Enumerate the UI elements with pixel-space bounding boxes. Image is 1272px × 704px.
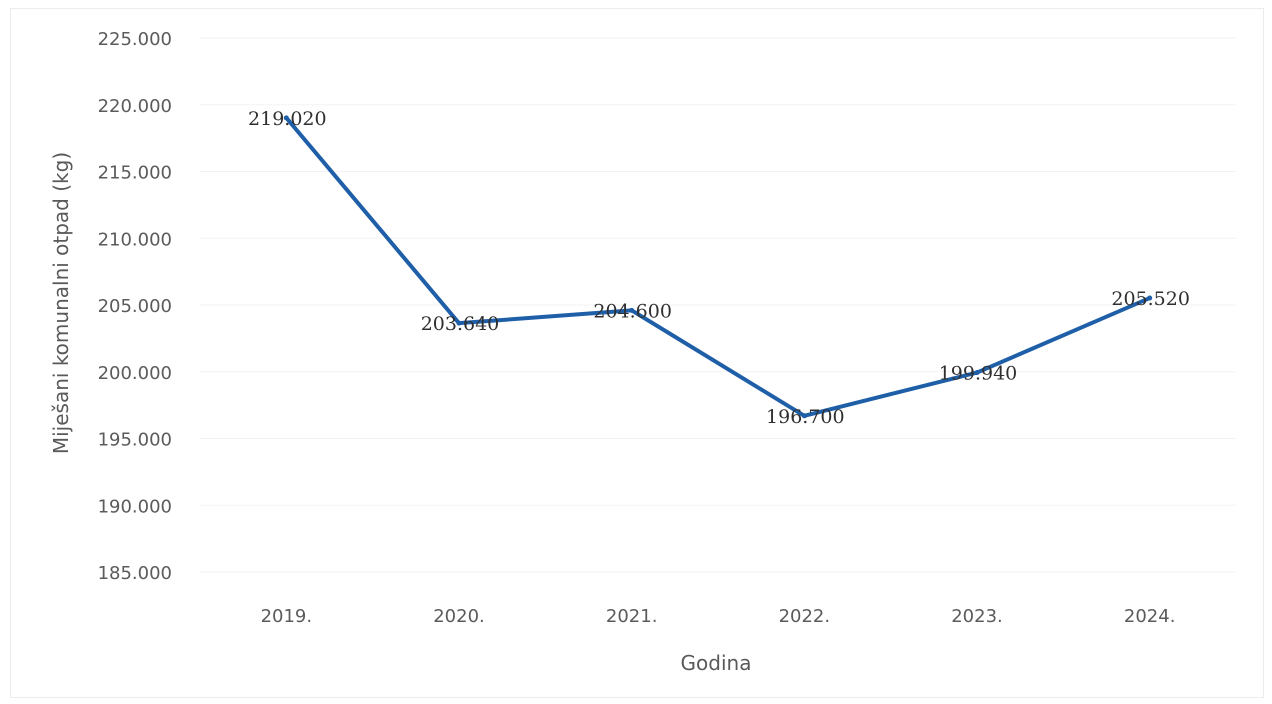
gridlines <box>200 37 1236 573</box>
data-point <box>629 307 635 313</box>
data-label: 203.640 <box>421 313 500 335</box>
x-tick-label: 2019. <box>261 606 313 627</box>
x-tick-label: 2024. <box>1124 606 1176 627</box>
data-label: 219.020 <box>248 108 327 130</box>
data-point <box>974 370 980 376</box>
y-tick-label: 185.000 <box>98 563 172 584</box>
y-tick-label: 225.000 <box>98 29 172 50</box>
data-label: 196.700 <box>766 406 845 428</box>
y-axis-ticks: 185.000 190.000 195.000 200.000 205.000 210.0… <box>98 29 172 584</box>
series-layer <box>283 115 1153 419</box>
data-point <box>283 115 289 121</box>
data-label: 205.520 <box>1111 288 1190 310</box>
x-tick-label: 2023. <box>951 606 1003 627</box>
data-label: 204.600 <box>593 300 672 322</box>
x-axis-title: Godina <box>681 651 752 675</box>
y-tick-label: 190.000 <box>98 496 172 517</box>
x-tick-label: 2021. <box>606 606 658 627</box>
y-axis-title: Miješani komunalni otpad (kg) <box>49 152 73 454</box>
x-tick-label: 2020. <box>433 606 485 627</box>
data-point <box>1147 295 1153 301</box>
y-tick-label: 205.000 <box>98 296 172 317</box>
data-point <box>456 320 462 326</box>
y-tick-label: 210.000 <box>98 229 172 250</box>
x-tick-label: 2022. <box>779 606 831 627</box>
y-tick-label: 220.000 <box>98 96 172 117</box>
y-tick-label: 215.000 <box>98 163 172 184</box>
data-point <box>801 413 807 419</box>
chart-frame <box>10 8 1264 698</box>
y-tick-label: 195.000 <box>98 430 172 451</box>
data-labels: 219.020 203.640 204.600 196.700 199.940 205.5… <box>248 108 1190 428</box>
x-axis-ticks: 2019. 2020. 2021. 2022. 2023. 2024. <box>261 606 1176 627</box>
data-label: 199.940 <box>939 363 1018 385</box>
y-tick-label: 200.000 <box>98 363 172 384</box>
series-line <box>284 115 1152 418</box>
